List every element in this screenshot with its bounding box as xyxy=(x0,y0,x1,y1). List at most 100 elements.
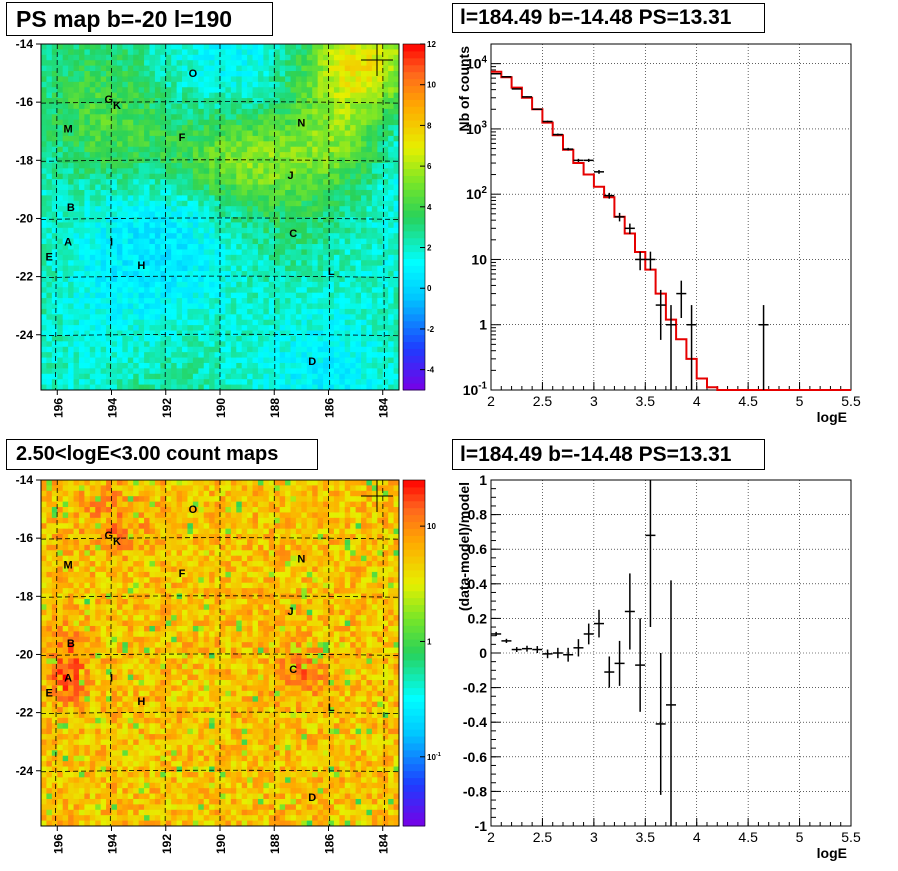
residual-data-point xyxy=(655,653,666,795)
countmap-ytick-label: -24 xyxy=(16,764,34,778)
psmap-colorbar xyxy=(403,44,425,391)
countmap-source-label-C: C xyxy=(289,664,297,676)
residual-ytick-label: 0.2 xyxy=(468,610,488,626)
psmap-ytick-label: -24 xyxy=(16,328,34,342)
countmap-ytick-label: -22 xyxy=(16,706,34,720)
residual-data-point xyxy=(532,646,543,653)
countmap-source-label-I: I xyxy=(110,673,113,685)
countmap-colorbar-tick-label: 10-1 xyxy=(427,752,441,762)
psmap-colorbar-tick-label: 10 xyxy=(427,81,436,90)
countmap-source-label-K: K xyxy=(113,536,121,548)
countmap-xtick-label: 190 xyxy=(214,834,228,854)
countmap-ytick-label: -18 xyxy=(16,589,34,603)
countmap-colorbar-frame xyxy=(402,479,426,827)
spectrum-data-point xyxy=(563,147,574,151)
spectrum-data-point xyxy=(614,212,625,222)
residual-ytick-label: -1 xyxy=(475,818,488,834)
residual-xtick-label: 3 xyxy=(590,829,598,845)
psmap-xtick-label: 192 xyxy=(160,398,174,418)
spectrum-xtick-label: 4.5 xyxy=(738,393,758,409)
residual-ytick-label: -0.2 xyxy=(463,680,487,696)
spectrum-data-point xyxy=(552,133,563,136)
psmap-ytick-label: -20 xyxy=(16,211,34,225)
countmap-xtick-label: 192 xyxy=(160,834,174,854)
residual-data-point xyxy=(594,609,604,638)
spectrum-xtick-label: 3 xyxy=(590,393,598,409)
countmap-grid-meridian xyxy=(109,479,112,827)
countmap-grid-parallel xyxy=(40,653,400,656)
psmap-source-label-O: O xyxy=(189,68,198,80)
psmap-grid-parallel xyxy=(40,159,400,162)
spectrum-data-point xyxy=(583,158,594,162)
psmap-colorbar-tick-label: 6 xyxy=(427,162,432,171)
residual-title: l=184.49 b=-14.48 PS=13.31 xyxy=(452,439,765,470)
countmap-grid-meridian xyxy=(382,479,385,827)
psmap-colorbar-tick-label: 2 xyxy=(427,244,432,253)
map1-title: PS map b=-20 l=190 xyxy=(6,2,273,36)
residual-ytick-label: 0.6 xyxy=(468,541,488,557)
residual-data-point xyxy=(542,649,553,659)
spectrum-ytick-label: 103 xyxy=(466,120,488,137)
spectrum-xtick-label: 2.5 xyxy=(533,393,553,409)
residual-xtick-label: 5.5 xyxy=(841,829,861,845)
psmap-ytick-label: -14 xyxy=(16,37,34,51)
psmap-source-label-I: I xyxy=(110,237,113,249)
residual-ytick-label: -0.4 xyxy=(463,714,487,730)
psmap-grid-meridian xyxy=(382,43,385,391)
countmap-source-label-J: J xyxy=(287,606,293,618)
residual-data-point xyxy=(522,645,532,652)
psmap-source-label-A: A xyxy=(64,237,72,249)
residual-data-point xyxy=(624,573,635,650)
countmap-source-label-M: M xyxy=(64,559,73,571)
countmap-xtick-label: 194 xyxy=(106,834,120,854)
residual-xtick-label: 2 xyxy=(487,829,495,845)
spectrum-data-point xyxy=(511,88,522,90)
countmap-coord-grid xyxy=(40,479,400,827)
spectrum-ytick-label: 102 xyxy=(466,185,488,202)
psmap-colorbar-tick-label: -2 xyxy=(427,325,435,334)
countmap-grid-parallel xyxy=(40,537,400,540)
spectrum-xtick-label: 3.5 xyxy=(636,393,656,409)
psmap-colorbar-tick-label: -4 xyxy=(427,366,435,375)
psmap-grid-meridian xyxy=(109,43,112,391)
countmap-xtick-label: 188 xyxy=(268,834,282,854)
countmap-xtick-label: 186 xyxy=(322,834,336,854)
countmap-colorbar-tick-label: 10 xyxy=(427,522,436,531)
spectrum-ytick-label: 10 xyxy=(471,251,487,267)
psmap-colorbar-tick-label: 8 xyxy=(427,121,432,130)
countmap-heatmap xyxy=(41,480,400,827)
countmap-grid-parallel xyxy=(40,769,400,773)
countmap-grid-meridian xyxy=(55,479,58,827)
countmap-source-label-N: N xyxy=(297,554,305,566)
psmap-source-label-L: L xyxy=(328,266,335,278)
countmap-grid-meridian xyxy=(328,479,331,827)
countmap-xtick-label: 184 xyxy=(377,834,391,854)
spectrum-data-point xyxy=(532,108,543,111)
residual-xtick-label: 4 xyxy=(693,829,701,845)
psmap-colorbar-tick-label: 12 xyxy=(427,40,436,49)
psmap-source-label-N: N xyxy=(297,118,305,130)
spectrum-xtick-label: 4 xyxy=(693,393,701,409)
psmap-source-label-G: G xyxy=(105,94,114,106)
countmap-ytick-label: -20 xyxy=(16,647,34,661)
spectrum-xlabel: logE xyxy=(817,409,847,425)
spectrum-data-point xyxy=(594,169,604,174)
spectrum-ytick-label: 104 xyxy=(466,54,488,71)
psmap-colorbar-frame xyxy=(402,43,426,391)
residual-data-point xyxy=(563,647,574,662)
psmap-ytick-label: -22 xyxy=(16,270,34,284)
psmap-xtick-label: 186 xyxy=(322,398,336,418)
spectrum-data-point xyxy=(686,305,697,390)
spectrum-data-point xyxy=(666,305,676,390)
psmap-coord-grid xyxy=(40,43,400,391)
psmap-xtick-label: 196 xyxy=(51,398,65,418)
spectrum-data-point xyxy=(635,251,646,271)
psmap-xtick-label: 184 xyxy=(377,398,391,418)
psmap-source-label-D: D xyxy=(308,356,316,368)
countmap-ytick-label: -16 xyxy=(16,531,34,545)
residual-data-point xyxy=(583,623,594,645)
psmap-source-label-E: E xyxy=(45,251,52,263)
psmap-xtick-label: 194 xyxy=(106,398,120,418)
residual-ytick-label: -0.8 xyxy=(463,783,487,799)
